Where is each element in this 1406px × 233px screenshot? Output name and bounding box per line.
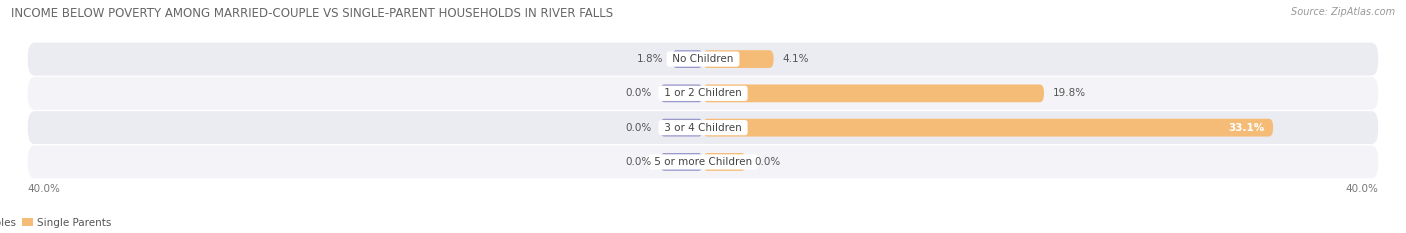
Text: 0.0%: 0.0% [755,157,780,167]
Text: 19.8%: 19.8% [1053,88,1085,98]
FancyBboxPatch shape [703,84,1045,102]
FancyBboxPatch shape [703,153,747,171]
FancyBboxPatch shape [28,77,1378,110]
Text: 40.0%: 40.0% [28,184,60,194]
Text: 0.0%: 0.0% [626,157,651,167]
FancyBboxPatch shape [703,50,773,68]
FancyBboxPatch shape [28,43,1378,75]
Text: 33.1%: 33.1% [1229,123,1264,133]
Text: 0.0%: 0.0% [626,123,651,133]
Text: 0.0%: 0.0% [626,88,651,98]
Text: 3 or 4 Children: 3 or 4 Children [661,123,745,133]
FancyBboxPatch shape [659,119,703,137]
Text: 40.0%: 40.0% [1346,184,1378,194]
Text: 4.1%: 4.1% [782,54,808,64]
Text: 1 or 2 Children: 1 or 2 Children [661,88,745,98]
FancyBboxPatch shape [703,119,1272,137]
Text: Source: ZipAtlas.com: Source: ZipAtlas.com [1291,7,1395,17]
Text: No Children: No Children [669,54,737,64]
FancyBboxPatch shape [28,111,1378,144]
Text: 5 or more Children: 5 or more Children [651,157,755,167]
Text: 1.8%: 1.8% [637,54,664,64]
Text: INCOME BELOW POVERTY AMONG MARRIED-COUPLE VS SINGLE-PARENT HOUSEHOLDS IN RIVER F: INCOME BELOW POVERTY AMONG MARRIED-COUPL… [11,7,613,20]
FancyBboxPatch shape [659,153,703,171]
FancyBboxPatch shape [672,50,703,68]
FancyBboxPatch shape [28,145,1378,178]
Legend: Married Couples, Single Parents: Married Couples, Single Parents [0,218,111,228]
FancyBboxPatch shape [659,84,703,102]
